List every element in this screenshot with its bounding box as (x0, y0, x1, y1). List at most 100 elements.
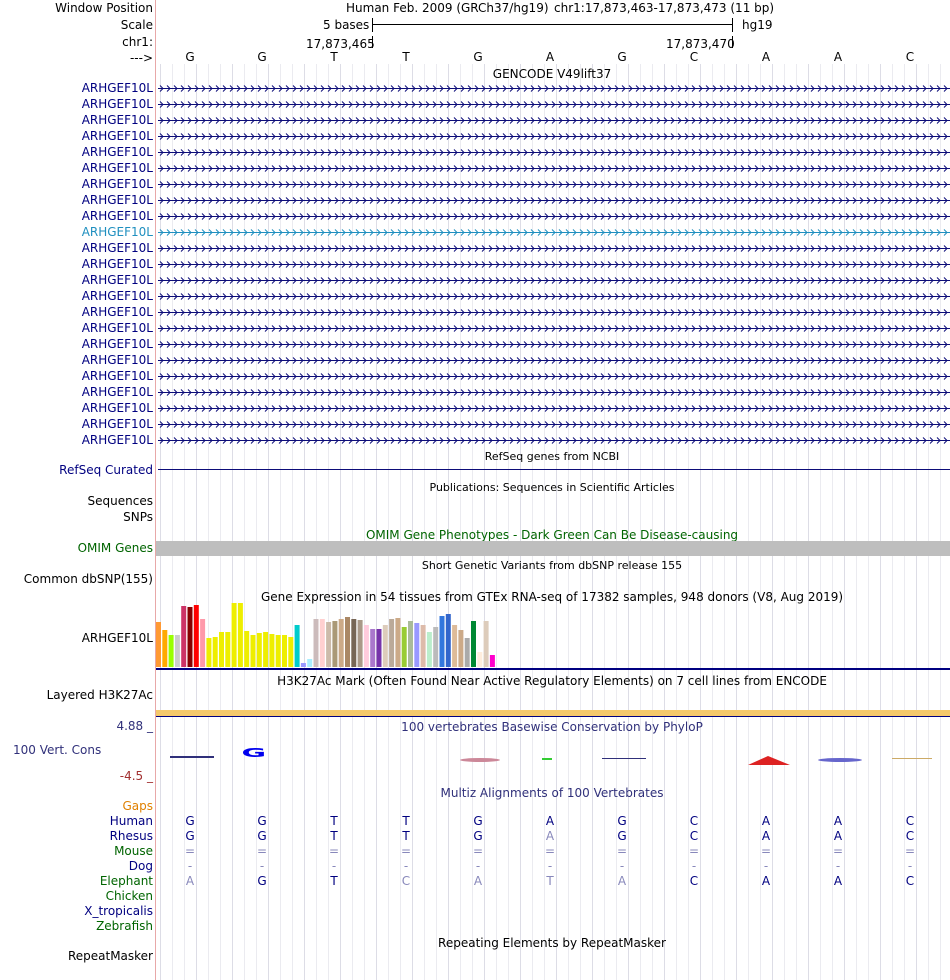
gencode-gene-intron-line[interactable] (156, 435, 950, 445)
gencode-gene-label[interactable]: ARHGEF10L (81, 97, 153, 111)
gencode-gene-intron-line[interactable] (156, 211, 950, 221)
phylop-track-label[interactable]: 100 Vert. Cons (13, 743, 102, 757)
multiz-species-label[interactable]: Zebrafish (96, 919, 153, 933)
gtex-tissue-bar (193, 605, 199, 667)
multiz-aligned-base: A (545, 829, 555, 843)
gencode-gene-label[interactable]: ARHGEF10L (81, 113, 153, 127)
omim-track-label[interactable]: OMIM Genes (77, 541, 153, 555)
multiz-aligned-base: A (617, 874, 627, 888)
repeatmasker-track-label[interactable]: RepeatMasker (67, 949, 153, 963)
gencode-gene-label[interactable]: ARHGEF10L (81, 385, 153, 399)
gencode-gene-intron-line[interactable] (156, 131, 950, 141)
gencode-gene-intron-line[interactable] (156, 147, 950, 157)
gencode-gene-intron-line[interactable] (156, 83, 950, 93)
gencode-gene-intron-line[interactable] (156, 115, 950, 125)
refseq-track-label[interactable]: RefSeq Curated (59, 463, 153, 477)
gencode-gene-intron-line[interactable] (156, 99, 950, 109)
gtex-tissue-bar (351, 619, 357, 667)
publications-sequences-label[interactable]: Sequences (87, 494, 153, 508)
gtex-tissue-bar (288, 637, 294, 667)
h3k27ac-track-label[interactable]: Layered H3K27Ac (46, 688, 153, 702)
gencode-gene-label[interactable]: ARHGEF10L (81, 241, 153, 255)
gencode-gene-intron-line[interactable] (156, 179, 950, 189)
gencode-gene-label[interactable]: ARHGEF10L (81, 305, 153, 319)
gencode-gene-label[interactable]: ARHGEF10L (81, 145, 153, 159)
multiz-aligned-base: - (619, 859, 625, 873)
gencode-gene-label[interactable]: ARHGEF10L (81, 401, 153, 415)
phylop-logo-track[interactable]: G (156, 740, 950, 770)
gencode-gene-intron-line[interactable] (156, 227, 950, 237)
gencode-gene-label[interactable]: ARHGEF10L (81, 369, 153, 383)
h3k27ac-signal-bar[interactable] (156, 710, 950, 716)
multiz-aligned-base: = (616, 844, 628, 858)
multiz-aligned-base: A (833, 829, 843, 843)
gencode-gene-intron-line[interactable] (156, 195, 950, 205)
scale-label: Scale (120, 18, 153, 32)
gencode-gene-label[interactable]: ARHGEF10L (81, 177, 153, 191)
refseq-gene-line[interactable] (158, 469, 950, 470)
gencode-gene-intron-line[interactable] (156, 323, 950, 333)
gtex-bar-chart[interactable] (156, 603, 536, 667)
publications-snps-label[interactable]: SNPs (123, 510, 153, 524)
gencode-gene-label[interactable]: ARHGEF10L (81, 161, 153, 175)
multiz-species-label[interactable]: Rhesus (109, 829, 153, 843)
omim-feature-bar[interactable] (156, 541, 950, 556)
gtex-track-label[interactable]: ARHGEF10L (81, 631, 153, 645)
phylop-mark-2 (460, 758, 500, 762)
gencode-gene-intron-line[interactable] (156, 387, 950, 397)
multiz-track-title: Multiz Alignments of 100 Vertebrates (440, 786, 664, 800)
refseq-track-title: RefSeq genes from NCBI (484, 450, 620, 463)
gtex-tissue-bar (483, 621, 489, 667)
gencode-gene-label[interactable]: ARHGEF10L (81, 433, 153, 447)
multiz-aligned-base: T (546, 874, 554, 888)
gencode-gene-label[interactable]: ARHGEF10L (81, 337, 153, 351)
dbsnp-track-label[interactable]: Common dbSNP(155) (23, 572, 153, 586)
gencode-gene-intron-line[interactable] (156, 307, 950, 317)
dbsnp-track-title: Short Genetic Variants from dbSNP releas… (421, 559, 683, 572)
gencode-gene-intron-line[interactable] (156, 371, 950, 381)
repeatmasker-track-title: Repeating Elements by RepeatMasker (438, 936, 666, 950)
scale-bar-left-tick (372, 18, 373, 32)
gencode-gene-label[interactable]: ARHGEF10L (81, 209, 153, 223)
gencode-gene-intron-line[interactable] (156, 291, 950, 301)
multiz-aligned-base: G (473, 829, 483, 843)
multiz-species-label[interactable]: Chicken (105, 889, 153, 903)
window-position-label: Window Position (55, 1, 153, 15)
gencode-gene-label[interactable]: ARHGEF10L (81, 193, 153, 207)
multiz-aligned-base: C (689, 829, 699, 843)
gencode-gene-label[interactable]: ARHGEF10L (81, 417, 153, 431)
gencode-gene-intron-line[interactable] (156, 355, 950, 365)
gencode-gene-label[interactable]: ARHGEF10L (81, 353, 153, 367)
sequence-base: G (185, 50, 195, 64)
gtex-tissue-bar (464, 638, 470, 667)
multiz-species-label[interactable]: Elephant (99, 874, 153, 888)
gencode-gene-label[interactable]: ARHGEF10L (81, 129, 153, 143)
gencode-gene-label[interactable]: ARHGEF10L (81, 289, 153, 303)
gencode-gene-intron-line[interactable] (156, 243, 950, 253)
gtex-tissue-bar (332, 621, 338, 667)
strand-arrow-label[interactable]: ---> (130, 51, 153, 65)
gtex-tissue-bar (452, 625, 458, 667)
gencode-gene-intron-line[interactable] (156, 275, 950, 285)
gencode-gene-intron-line[interactable] (156, 339, 950, 349)
multiz-species-label[interactable]: X_tropicalis (84, 904, 153, 918)
gencode-gene-intron-line[interactable] (156, 259, 950, 269)
multiz-aligned-base: - (187, 859, 193, 873)
gencode-gene-label[interactable]: ARHGEF10L (81, 225, 153, 239)
phylop-mark-a (748, 756, 790, 765)
multiz-aligned-base: = (328, 844, 340, 858)
multiz-species-label[interactable]: Dog (128, 859, 153, 873)
gencode-gene-intron-line[interactable] (156, 419, 950, 429)
gencode-gene-label[interactable]: ARHGEF10L (81, 81, 153, 95)
gencode-gene-intron-line[interactable] (156, 163, 950, 173)
gencode-gene-intron-line[interactable] (156, 403, 950, 413)
multiz-species-label[interactable]: Human (109, 814, 153, 828)
multiz-aligned-base: C (905, 874, 915, 888)
gencode-gene-label[interactable]: ARHGEF10L (81, 321, 153, 335)
gencode-gene-label[interactable]: ARHGEF10L (81, 273, 153, 287)
multiz-species-label[interactable]: Mouse (114, 844, 153, 858)
gencode-gene-label[interactable]: ARHGEF10L (81, 257, 153, 271)
coord-left: 17,873,465 (306, 37, 375, 51)
multiz-gaps-label[interactable]: Gaps (122, 799, 153, 813)
